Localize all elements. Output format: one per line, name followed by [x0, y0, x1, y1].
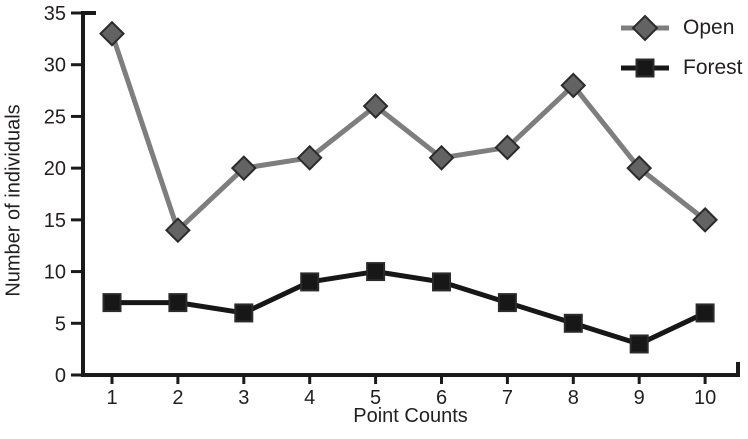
forest-series-square-icon	[620, 54, 670, 82]
open-series-diamond-icon	[620, 14, 670, 42]
svg-text:8: 8	[568, 387, 579, 409]
svg-text:5: 5	[55, 313, 66, 335]
svg-text:35: 35	[44, 3, 66, 25]
chart-legend: Open Forest	[620, 14, 743, 94]
svg-text:5: 5	[370, 387, 381, 409]
svg-text:0: 0	[55, 365, 66, 387]
legend-label-open: Open	[683, 16, 735, 39]
svg-text:10: 10	[44, 262, 66, 284]
svg-text:2: 2	[172, 387, 183, 409]
legend-label-forest: Forest	[683, 56, 743, 79]
svg-text:25: 25	[44, 106, 66, 128]
svg-text:1: 1	[106, 387, 117, 409]
svg-text:6: 6	[436, 387, 447, 409]
svg-text:15: 15	[44, 210, 66, 232]
svg-text:9: 9	[634, 387, 645, 409]
x-axis-label: Point Counts	[353, 405, 468, 427]
svg-text:20: 20	[44, 158, 66, 180]
svg-text:30: 30	[44, 55, 66, 77]
legend-item-open: Open	[620, 14, 743, 42]
legend-item-forest: Forest	[620, 54, 743, 82]
svg-text:4: 4	[304, 387, 315, 409]
svg-text:3: 3	[238, 387, 249, 409]
svg-text:7: 7	[502, 387, 513, 409]
svg-text:10: 10	[694, 387, 716, 409]
